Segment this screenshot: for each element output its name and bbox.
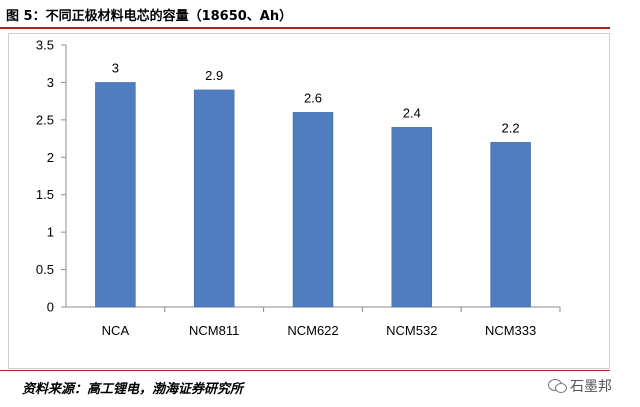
y-tick-label: 0.5	[36, 262, 54, 277]
y-tick-label: 1.5	[36, 187, 54, 202]
bar	[292, 112, 334, 308]
y-tick-label: 2	[47, 150, 54, 165]
x-tick-label: NCM333	[485, 323, 536, 338]
data-label: 2.4	[403, 105, 421, 120]
bar-chart: 0 0.5 1 1.5 2 2.5 3 3.5 3 NCA 2.9 NCM811 2.6 NCM622 2.…	[36, 38, 561, 338]
figure-header: 图 5：不同正极材料电芯的容量（18650、Ah）	[0, 0, 640, 29]
y-tick-label: 3.5	[36, 38, 54, 53]
bar	[391, 127, 433, 308]
bar	[95, 82, 136, 308]
y-tick-label: 0	[47, 300, 54, 315]
source-note: 资料来源：高工锂电，渤海证券研究所	[22, 382, 244, 397]
y-tick-label: 1	[47, 225, 54, 240]
data-label: 3	[112, 60, 119, 75]
data-label: 2.2	[502, 120, 520, 135]
bar	[193, 89, 235, 308]
figure-title: 图 5：不同正极材料电芯的容量（18650、Ah）	[6, 9, 293, 24]
x-tick-label: NCM622	[287, 323, 338, 338]
data-label: 2.6	[304, 90, 322, 105]
wechat-icon	[548, 379, 567, 393]
footer-divider	[0, 370, 610, 371]
x-tick-label: NCM811	[189, 323, 239, 338]
x-tick-label: NCA	[102, 323, 130, 338]
bar	[490, 142, 531, 308]
x-tick-label: NCM532	[386, 323, 437, 338]
watermark: 石墨邦	[548, 376, 612, 396]
watermark-text: 石墨邦	[570, 379, 612, 395]
y-tick-label: 2.5	[36, 112, 54, 127]
data-label: 2.9	[205, 68, 223, 83]
chart-frame	[8, 33, 610, 369]
header-divider	[0, 27, 610, 29]
y-tick-label: 3	[47, 75, 54, 90]
